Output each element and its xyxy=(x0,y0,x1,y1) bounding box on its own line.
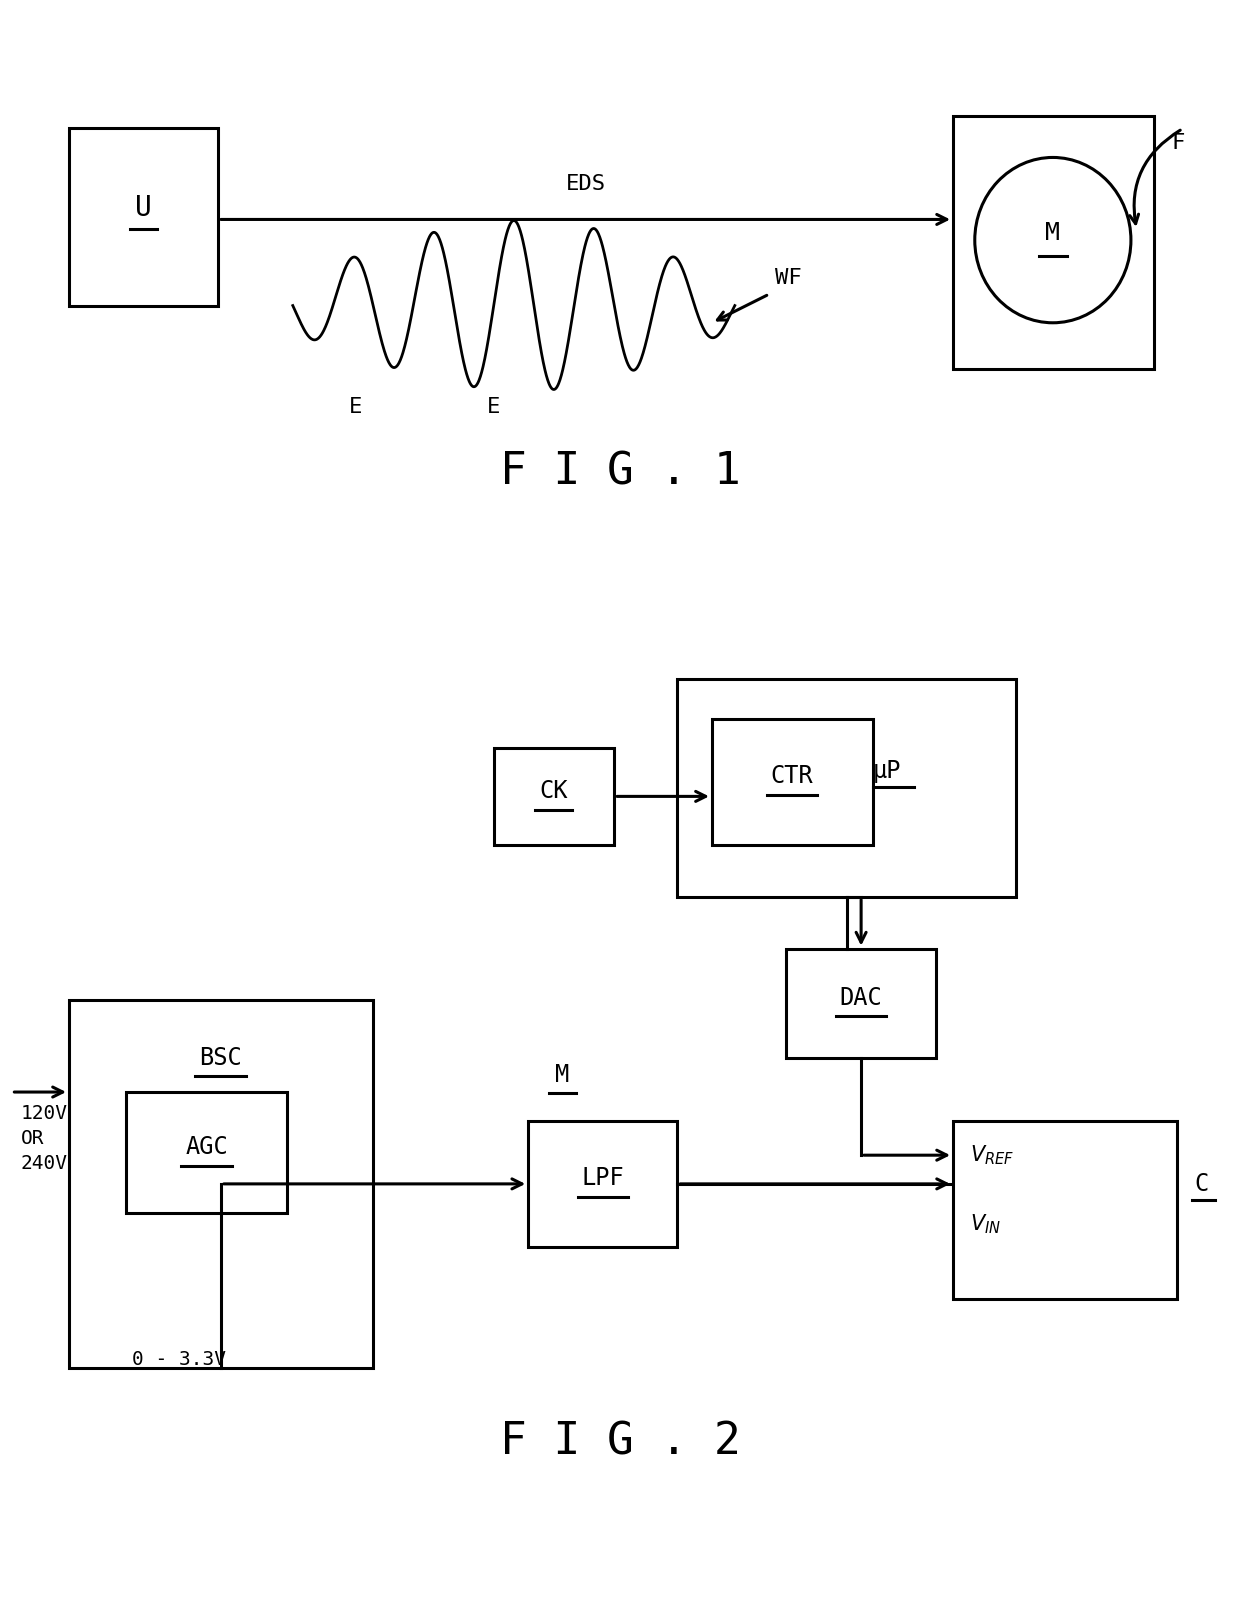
Bar xyxy=(677,679,1016,897)
Text: E: E xyxy=(487,398,501,417)
Text: U: U xyxy=(135,193,151,222)
Text: F I G . 2: F I G . 2 xyxy=(500,1420,740,1463)
Text: $V_{IN}$: $V_{IN}$ xyxy=(970,1212,1002,1236)
Bar xyxy=(126,1092,286,1212)
Text: EDS: EDS xyxy=(565,174,605,195)
Text: M: M xyxy=(556,1063,569,1087)
Bar xyxy=(494,747,614,845)
Text: AGC: AGC xyxy=(185,1135,228,1159)
Text: WF: WF xyxy=(775,269,802,288)
Text: 120V
OR
240V: 120V OR 240V xyxy=(21,1103,68,1172)
Bar xyxy=(712,720,873,845)
Bar xyxy=(69,127,218,306)
Text: BSC: BSC xyxy=(200,1045,242,1069)
Text: $V_{REF}$: $V_{REF}$ xyxy=(970,1143,1014,1167)
Text: M: M xyxy=(1045,221,1060,245)
Text: DAC: DAC xyxy=(839,985,883,1009)
Text: F I G . 1: F I G . 1 xyxy=(500,451,740,494)
Text: CTR: CTR xyxy=(771,765,813,789)
Text: F: F xyxy=(1171,134,1184,153)
Text: C: C xyxy=(1194,1172,1208,1196)
Text: E: E xyxy=(350,398,362,417)
Bar xyxy=(528,1121,677,1248)
Text: 0 - 3.3V: 0 - 3.3V xyxy=(131,1351,226,1370)
Bar xyxy=(69,1000,373,1367)
Text: CK: CK xyxy=(539,779,568,803)
Bar xyxy=(786,948,936,1058)
Text: LPF: LPF xyxy=(582,1166,624,1190)
Bar xyxy=(954,116,1154,369)
Bar xyxy=(954,1121,1177,1299)
Text: μP: μP xyxy=(873,758,901,782)
